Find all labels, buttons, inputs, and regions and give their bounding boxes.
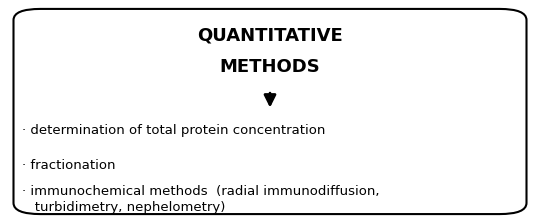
FancyBboxPatch shape	[14, 9, 526, 214]
Text: METHODS: METHODS	[220, 58, 320, 76]
Text: QUANTITATIVE: QUANTITATIVE	[197, 27, 343, 45]
Text: · immunochemical methods  (radial immunodiffusion,
   turbidimetry, nephelometry: · immunochemical methods (radial immunod…	[22, 185, 379, 214]
Text: · determination of total protein concentration: · determination of total protein concent…	[22, 124, 325, 137]
Text: · fractionation: · fractionation	[22, 159, 115, 171]
